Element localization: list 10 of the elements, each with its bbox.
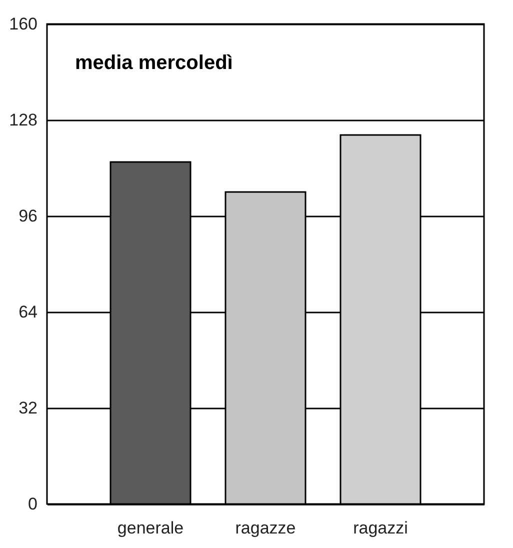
- y-tick-label: 0: [28, 494, 38, 514]
- y-tick-label: 64: [18, 302, 38, 322]
- y-tick-label: 96: [18, 206, 38, 226]
- x-tick-label: ragazze: [235, 518, 296, 538]
- text: media mercoledì: [75, 52, 233, 74]
- y-tick-label: 160: [9, 14, 38, 34]
- x-tick-label: generale: [117, 518, 184, 538]
- y-tick-label: 128: [9, 110, 38, 130]
- y-tick-label: 32: [18, 398, 38, 418]
- x-tick-label: ragazzi: [353, 518, 408, 538]
